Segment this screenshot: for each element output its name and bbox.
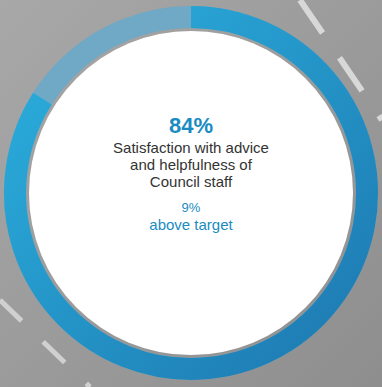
title: Satisfaction with advice and helpfulness…	[106, 139, 276, 190]
target-difference: 9%	[91, 200, 291, 216]
target-text: above target	[91, 216, 291, 234]
inner-disc	[29, 31, 353, 355]
center-text: 84%Satisfaction with advice and helpfuln…	[91, 113, 291, 234]
background	[0, 0, 382, 387]
value-label: 84%	[91, 113, 291, 139]
ring-arc	[15, 17, 367, 369]
ring-track	[15, 17, 367, 369]
